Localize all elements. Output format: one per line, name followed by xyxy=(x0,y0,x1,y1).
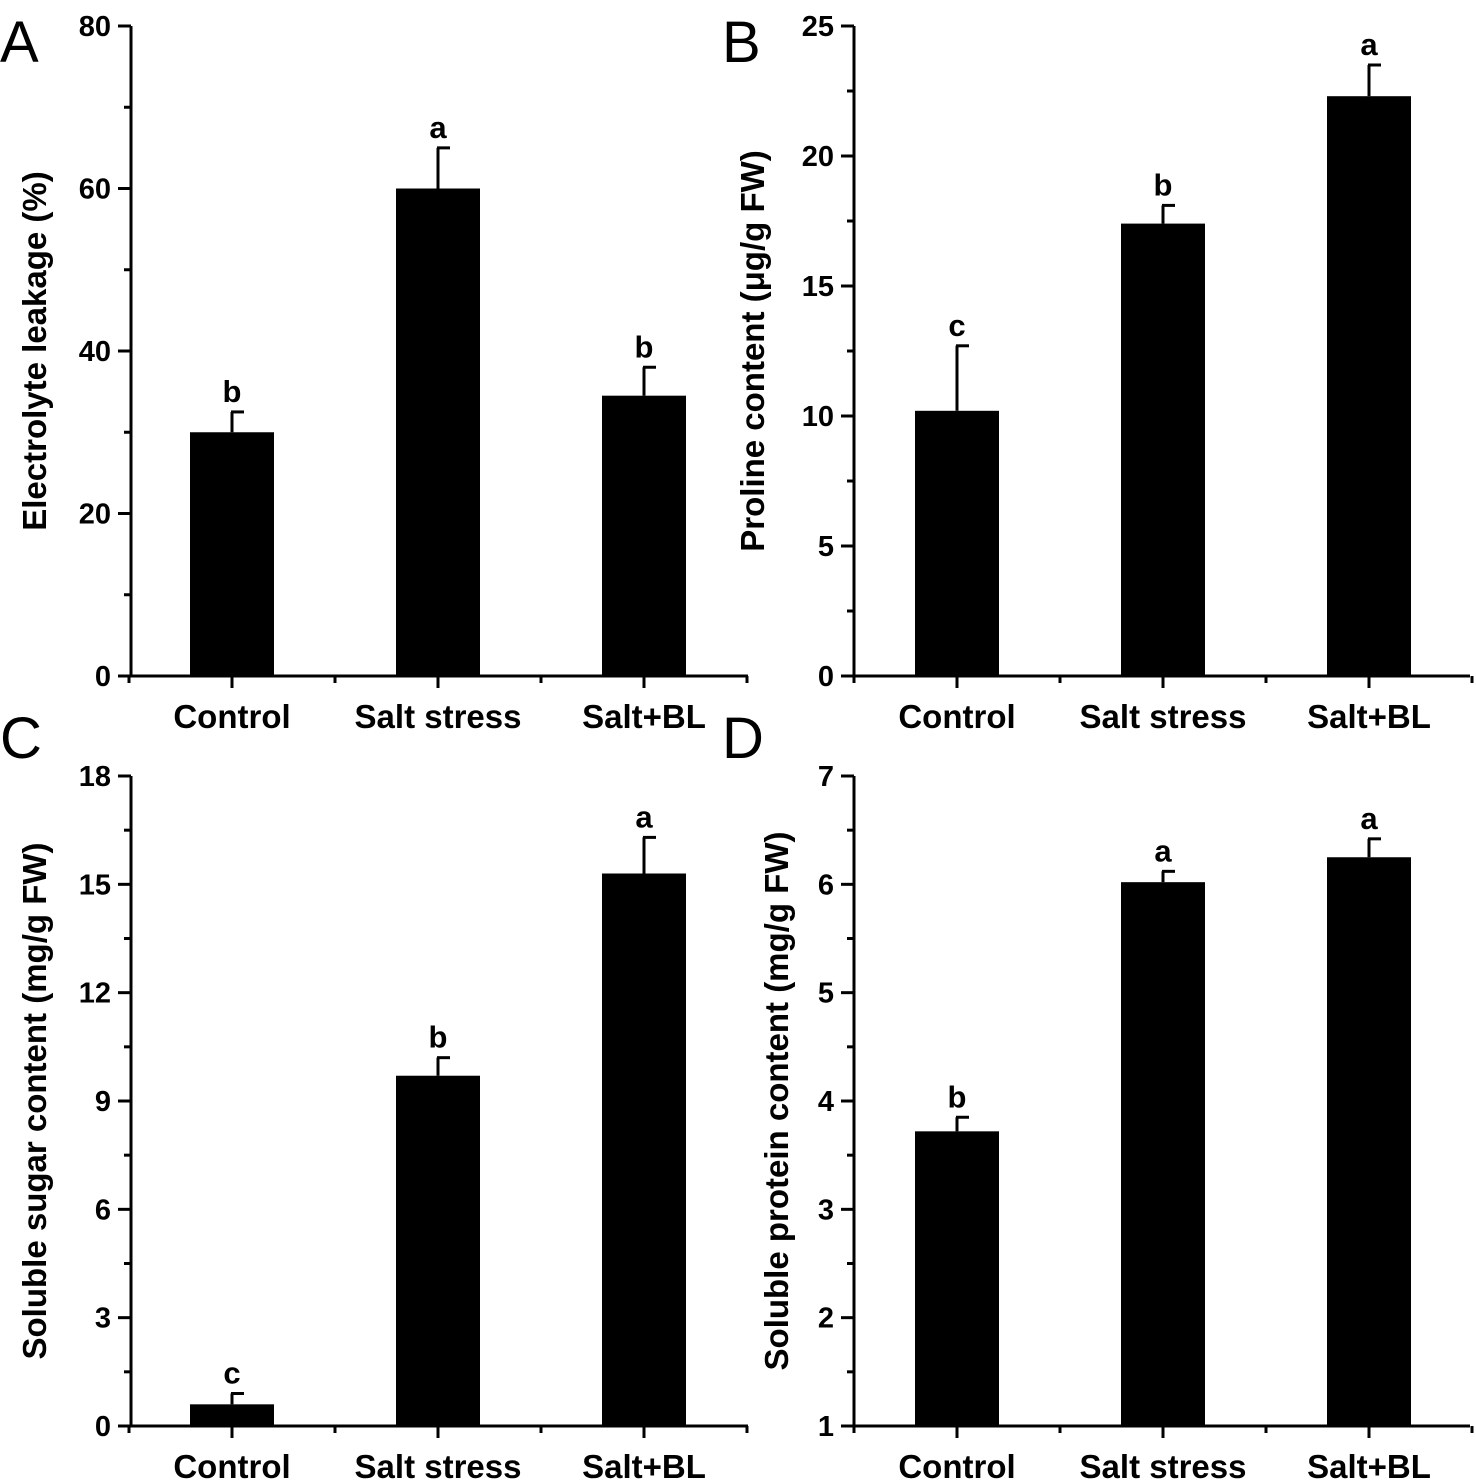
significance-letter: a xyxy=(1154,833,1172,868)
y-tick-label: 2 xyxy=(818,1303,834,1335)
significance-letter: c xyxy=(223,1356,240,1391)
y-tick-label: 9 xyxy=(95,1086,111,1118)
bar-control xyxy=(915,410,999,676)
bar-salt-bl xyxy=(602,873,686,1426)
y-tick-label: 80 xyxy=(79,11,111,43)
chart-panel-d: 1 2 3 4 5 6 7 b Control a Salt stress a Salt+BL Solub… xyxy=(722,706,1474,1480)
y-tick-label: 5 xyxy=(818,978,834,1010)
panel-letter: D xyxy=(722,706,764,771)
chart-panel-c: 0 3 6 9 12 15 18 c Control b Salt stress a Salt+BL So… xyxy=(0,706,749,1480)
y-tick-label: 0 xyxy=(95,661,111,693)
y-tick-label: 15 xyxy=(79,869,111,901)
bar-salt-stress xyxy=(396,188,480,676)
y-axis-label: Proline content (μg/g FW) xyxy=(734,150,771,551)
category-label: Salt+BL xyxy=(582,698,706,735)
category-label: Control xyxy=(173,1448,290,1480)
category-label: Control xyxy=(898,698,1015,735)
bar-control xyxy=(915,1131,999,1426)
y-tick-label: 25 xyxy=(802,11,834,43)
significance-letter: a xyxy=(635,799,653,834)
panel-letter: B xyxy=(722,10,761,75)
significance-letter: b xyxy=(635,329,654,364)
significance-letter: c xyxy=(948,308,965,343)
y-tick-label: 6 xyxy=(818,869,834,901)
category-label: Salt stress xyxy=(1080,698,1247,735)
y-tick-label: 5 xyxy=(818,531,834,563)
y-tick-label: 40 xyxy=(79,336,111,368)
category-label: Salt+BL xyxy=(582,1448,706,1480)
category-label: Salt stress xyxy=(355,1448,522,1480)
significance-letter: b xyxy=(429,1020,448,1055)
y-tick-label: 12 xyxy=(79,978,111,1010)
y-tick-label: 1 xyxy=(818,1411,834,1443)
bar-salt-bl xyxy=(1327,96,1411,676)
bar-salt-stress xyxy=(1121,882,1205,1426)
panel-letter: A xyxy=(0,10,39,75)
y-axis-label: Soluble protein content (mg/g FW) xyxy=(758,832,795,1371)
significance-letter: b xyxy=(1154,167,1173,202)
chart-panel-b: 0 5 10 15 20 25 c Control b Salt stress a Salt+BL Pr… xyxy=(722,10,1474,735)
y-tick-label: 10 xyxy=(802,401,834,433)
bar-salt-bl xyxy=(1327,857,1411,1426)
significance-letter: b xyxy=(223,374,242,409)
category-label: Salt+BL xyxy=(1307,698,1431,735)
category-label: Salt+BL xyxy=(1307,1448,1431,1480)
bar-control xyxy=(190,432,274,676)
y-tick-label: 60 xyxy=(79,174,111,206)
bar-salt-bl xyxy=(602,395,686,676)
y-tick-label: 20 xyxy=(802,141,834,173)
significance-letter: b xyxy=(948,1079,967,1114)
y-axis-label: Soluble sugar content (mg/g FW) xyxy=(16,843,53,1360)
y-tick-label: 6 xyxy=(95,1194,111,1226)
bar-salt-stress xyxy=(396,1075,480,1426)
y-tick-label: 4 xyxy=(818,1086,834,1118)
bar-control xyxy=(190,1404,274,1426)
chart-panel-a: 0 20 40 60 80 b Control a Salt stress b Salt+BL Ele… xyxy=(0,10,749,735)
y-tick-label: 18 xyxy=(79,761,111,793)
bar-salt-stress xyxy=(1121,223,1205,676)
y-axis-label: Electrolyte leakage (%) xyxy=(16,171,53,531)
y-tick-label: 0 xyxy=(818,661,834,693)
y-tick-label: 3 xyxy=(818,1194,834,1226)
y-tick-label: 7 xyxy=(818,761,834,793)
category-label: Control xyxy=(898,1448,1015,1480)
y-tick-label: 20 xyxy=(79,499,111,531)
y-tick-label: 3 xyxy=(95,1303,111,1335)
category-label: Control xyxy=(173,698,290,735)
category-label: Salt stress xyxy=(1080,1448,1247,1480)
significance-letter: a xyxy=(1360,801,1378,836)
significance-letter: a xyxy=(1360,27,1378,62)
panel-letter: C xyxy=(0,706,42,771)
category-label: Salt stress xyxy=(355,698,522,735)
y-tick-label: 15 xyxy=(802,271,834,303)
significance-letter: a xyxy=(429,110,447,145)
y-tick-label: 0 xyxy=(95,1411,111,1443)
